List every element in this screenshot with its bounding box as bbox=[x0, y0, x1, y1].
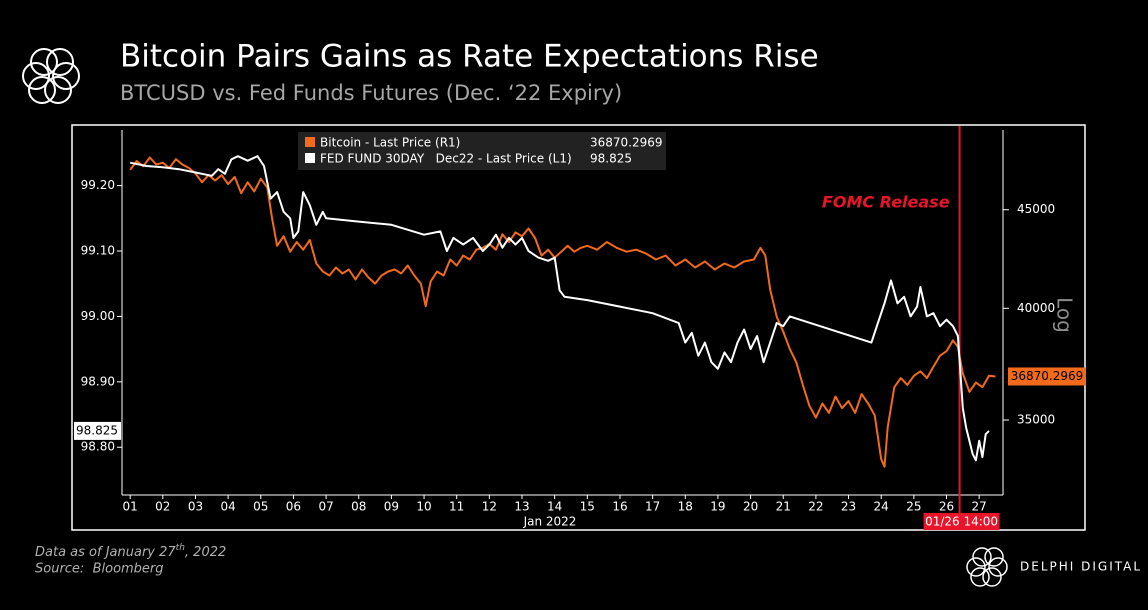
footer-text: Data as of January 27 bbox=[35, 545, 176, 560]
legend bbox=[298, 132, 666, 170]
event-label-box bbox=[923, 513, 1000, 530]
plot: 98.80 98.90 99.00 99.10 99.20 35000 40000 45000… bbox=[74, 126, 1086, 530]
brand-name: DELPHI DIGITAL bbox=[1020, 560, 1142, 574]
event-annotation: FOMC Release bbox=[822, 193, 950, 212]
x-tick-label: 08 bbox=[351, 500, 366, 514]
brand-logo bbox=[966, 547, 1008, 587]
y2-axis-label: Log bbox=[1053, 297, 1077, 333]
x-tick-label: 16 bbox=[612, 500, 627, 514]
series-line bbox=[129, 156, 996, 468]
y-tick-label: 98.90 bbox=[81, 374, 115, 388]
event-label: 01/26 14:00 bbox=[925, 515, 998, 529]
legend-label: FED FUND 30DAY Dec22 - Last Price (L1) bbox=[320, 152, 572, 166]
x-tick-label: 12 bbox=[482, 500, 497, 514]
x-tick-label: 22 bbox=[808, 500, 823, 514]
legend-swatch bbox=[305, 153, 315, 163]
x-tick-label: 14 bbox=[547, 500, 562, 514]
x-tick-label: 06 bbox=[286, 500, 301, 514]
x-tick-label: 17 bbox=[645, 500, 660, 514]
last-value-label: 98.825 bbox=[76, 423, 118, 437]
x-tick-label: 05 bbox=[253, 500, 268, 514]
legend-value: 36870.2969 bbox=[590, 136, 663, 150]
x-tick-label: 09 bbox=[384, 500, 399, 514]
x-tick-label: 15 bbox=[580, 500, 595, 514]
x-tick-label: 01 bbox=[123, 500, 138, 514]
footer-note: Data as of January 27th, 2022 bbox=[35, 543, 226, 560]
y-tick-label: 98.80 bbox=[81, 440, 115, 454]
y-tick-label: 99.00 bbox=[81, 309, 115, 323]
x-tick-label: 07 bbox=[318, 500, 333, 514]
legend-swatch bbox=[305, 137, 315, 147]
y-tick-label: 99.20 bbox=[81, 178, 115, 192]
chart-title: Bitcoin Pairs Gains as Rate Expectations… bbox=[120, 39, 819, 75]
last-value-tag bbox=[74, 421, 121, 440]
y2-tick-label: 40000 bbox=[1017, 301, 1055, 315]
x-tick-label: 26 bbox=[939, 500, 954, 514]
x-tick-label: 25 bbox=[906, 500, 921, 514]
footer-source: Source: Bloomberg bbox=[35, 562, 164, 577]
x-tick-label: 10 bbox=[416, 500, 431, 514]
x-tick-label: 19 bbox=[710, 500, 725, 514]
x-tick-label: 18 bbox=[678, 500, 693, 514]
x-axis-label: Jan 2022 bbox=[523, 515, 577, 529]
series-line bbox=[130, 155, 990, 462]
x-tick-label: 21 bbox=[776, 500, 791, 514]
y-tick-label: 99.10 bbox=[81, 244, 115, 258]
x-tick-label: 04 bbox=[220, 500, 235, 514]
y2-tick-label: 35000 bbox=[1017, 413, 1055, 427]
footer-text: , 2022 bbox=[185, 545, 226, 560]
chart-subtitle: BTCUSD vs. Fed Funds Futures (Dec. ‘22 E… bbox=[120, 81, 622, 105]
x-tick-label: 24 bbox=[874, 500, 889, 514]
x-tick-label: 23 bbox=[841, 500, 856, 514]
chart-frame bbox=[71, 124, 1086, 531]
x-tick-label: 27 bbox=[972, 500, 987, 514]
x-tick-label: 03 bbox=[188, 500, 203, 514]
last-value-tag bbox=[1008, 367, 1086, 386]
x-tick-label: 20 bbox=[743, 500, 758, 514]
x-tick-label: 13 bbox=[514, 500, 529, 514]
y2-tick-label: 45000 bbox=[1017, 202, 1055, 216]
logo bbox=[22, 48, 80, 104]
last-value-label: 36870.2969 bbox=[1011, 369, 1084, 383]
footer-sup: th bbox=[176, 543, 186, 553]
x-tick-label: 11 bbox=[449, 500, 464, 514]
x-tick-label: 02 bbox=[155, 500, 170, 514]
legend-value: 98.825 bbox=[590, 152, 632, 166]
legend-label: Bitcoin - Last Price (R1) bbox=[320, 136, 460, 150]
